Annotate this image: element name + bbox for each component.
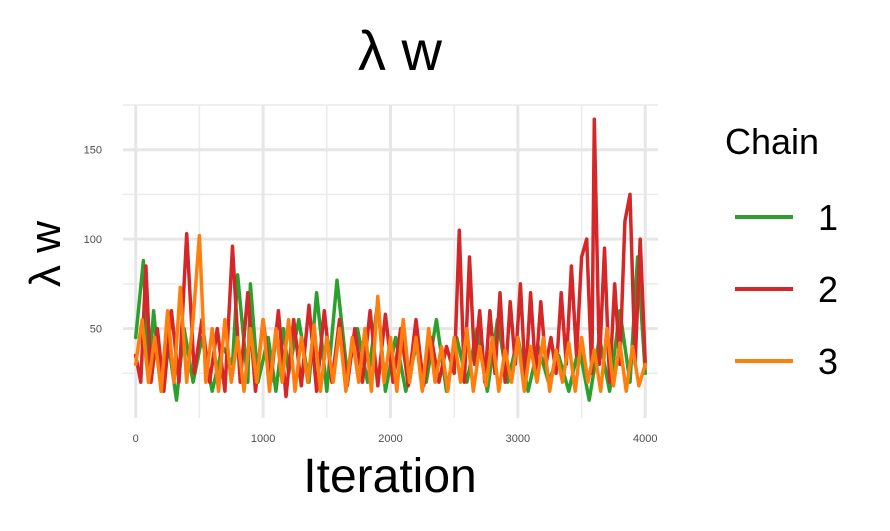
y-tick-label: 150 — [84, 145, 102, 157]
legend-label-chain-3: 3 — [818, 341, 838, 382]
legend-title: Chain — [725, 121, 819, 162]
legend-item-chain-2: 2 — [735, 269, 838, 310]
legend-items: 1 2 3 — [735, 197, 838, 382]
axes: 0 1000 2000 3000 4000 50 100 150 — [84, 145, 658, 445]
legend: Chain 1 2 3 — [725, 121, 838, 382]
series-line-chain-2 — [133, 117, 648, 399]
legend-item-chain-3: 3 — [735, 341, 838, 382]
x-tick-label: 0 — [133, 433, 139, 445]
x-tick-label: 4000 — [633, 433, 657, 445]
series-lines — [133, 117, 648, 402]
chart-title: λ w — [358, 19, 443, 82]
y-axis-label: λ w — [21, 221, 70, 287]
y-tick-label: 100 — [84, 234, 102, 246]
series-line-chain-3 — [133, 233, 648, 393]
y-tick-label: 50 — [90, 324, 102, 336]
x-tick-label: 3000 — [506, 433, 530, 445]
x-axis-label: Iteration — [303, 450, 476, 503]
x-tick-label: 1000 — [251, 433, 275, 445]
x-tick-label: 2000 — [378, 433, 402, 445]
legend-label-chain-2: 2 — [818, 269, 838, 310]
legend-label-chain-1: 1 — [818, 197, 838, 238]
legend-item-chain-1: 1 — [735, 197, 838, 238]
